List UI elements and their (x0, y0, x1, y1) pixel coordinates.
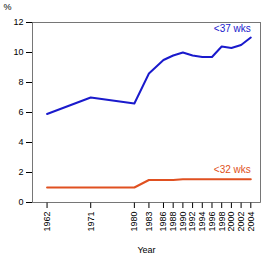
svg-text:2004: 2004 (246, 212, 256, 232)
svg-text:1996: 1996 (207, 212, 217, 232)
svg-text:10: 10 (13, 47, 23, 57)
svg-text:2002: 2002 (236, 212, 246, 232)
svg-text:1971: 1971 (86, 212, 96, 232)
svg-text:1992: 1992 (187, 212, 197, 232)
svg-text:12: 12 (13, 17, 23, 27)
svg-text:0: 0 (18, 197, 23, 207)
svg-text:2: 2 (18, 167, 23, 177)
svg-text:1980: 1980 (129, 212, 139, 232)
svg-text:<37 wks: <37 wks (214, 23, 251, 34)
svg-text:<32 wks: <32 wks (214, 164, 251, 175)
svg-text:Year: Year (137, 245, 155, 255)
svg-text:1998: 1998 (217, 212, 227, 232)
svg-text:1962: 1962 (42, 212, 52, 232)
svg-text:1994: 1994 (197, 212, 207, 232)
svg-text:8: 8 (18, 77, 23, 87)
svg-text:6: 6 (18, 107, 23, 117)
svg-text:1990: 1990 (178, 212, 188, 232)
svg-text:1988: 1988 (168, 212, 178, 232)
svg-text:%: % (4, 2, 12, 12)
svg-text:1983: 1983 (144, 212, 154, 232)
svg-text:2000: 2000 (226, 212, 236, 232)
svg-text:4: 4 (18, 137, 23, 147)
svg-text:1986: 1986 (158, 212, 168, 232)
